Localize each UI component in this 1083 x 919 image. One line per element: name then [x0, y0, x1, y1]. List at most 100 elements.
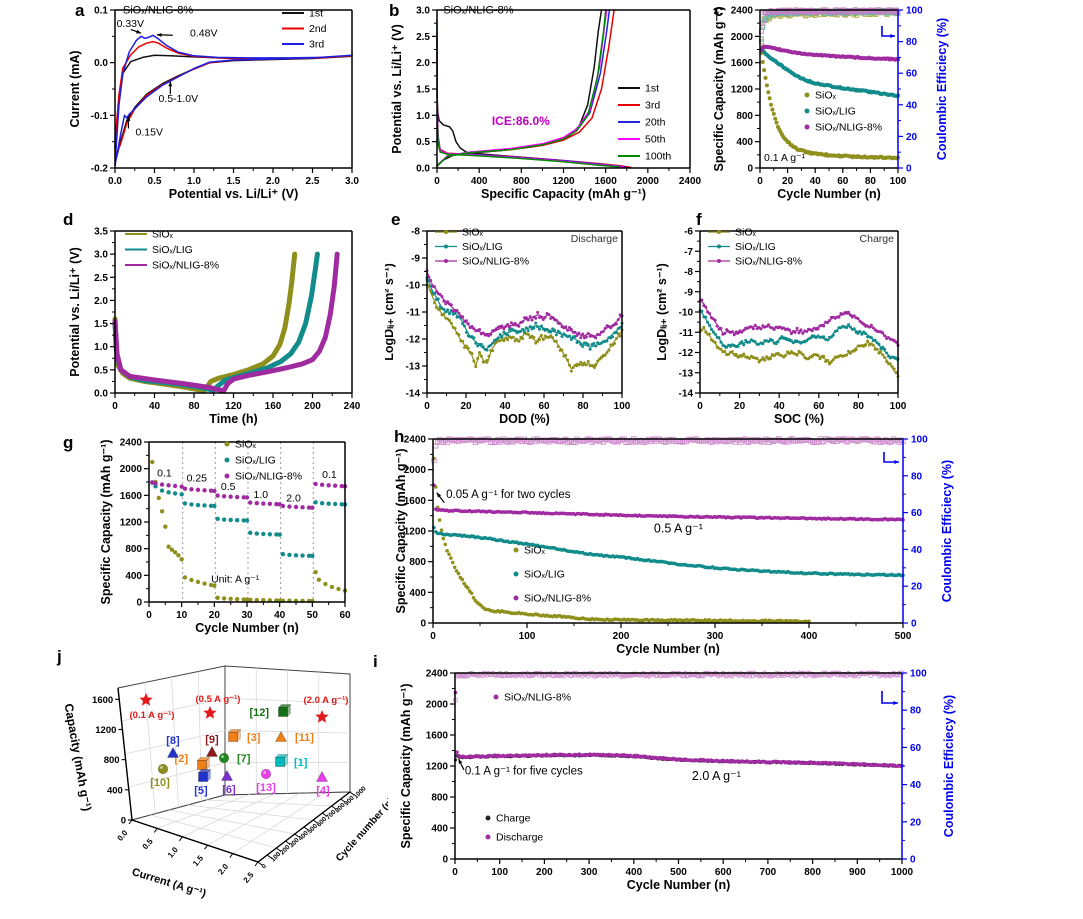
svg-text:Discharge: Discharge	[496, 832, 543, 844]
svg-text:1st: 1st	[645, 83, 659, 95]
svg-text:-14: -14	[406, 389, 421, 400]
cycling-1000-chart: 0 100 200 300 400 500 600 700 800 900 100004008001…	[399, 669, 956, 893]
svg-text:Time (h): Time (h)	[209, 412, 257, 426]
svg-text:400: 400	[471, 176, 488, 187]
svg-text:1.5: 1.5	[227, 176, 241, 187]
panel-letter-e: e	[391, 210, 401, 229]
svg-text:200: 200	[304, 401, 321, 412]
svg-text:2000: 2000	[426, 700, 449, 711]
svg-text:80: 80	[188, 401, 200, 412]
svg-text:-12: -12	[679, 348, 694, 359]
svg-text:0: 0	[146, 610, 152, 621]
svg-text:0.48V: 0.48V	[190, 27, 217, 39]
svg-text:40: 40	[499, 401, 511, 412]
svg-text:800: 800	[431, 793, 448, 804]
svg-text:SiOₓ/LIG: SiOₓ/LIG	[462, 241, 503, 253]
svg-text:-8: -8	[411, 227, 420, 238]
svg-text:3.0: 3.0	[94, 250, 108, 261]
svg-text:20th: 20th	[645, 117, 666, 129]
svg-text:2.0: 2.0	[286, 492, 301, 504]
svg-text:[7]: [7]	[237, 753, 251, 765]
svg-text:80: 80	[865, 176, 877, 187]
svg-text:SiOₓ/NLIG-8%: SiOₓ/NLIG-8%	[524, 593, 591, 605]
svg-text:0.0: 0.0	[94, 389, 108, 400]
svg-text:400: 400	[801, 631, 818, 642]
svg-text:SiOₓ: SiOₓ	[524, 545, 546, 557]
svg-text:80: 80	[906, 37, 918, 48]
svg-text:LogDₗᵢ₊ (cm² s⁻¹): LogDₗᵢ₊ (cm² s⁻¹)	[385, 263, 396, 361]
panel-a: 0.0 0.5 1.0 1.5 2.0 2.5 3.0 0.1 0.0 -0.1 -0.2 Poten…	[60, 0, 385, 213]
svg-text:(0.5 A g⁻¹): (0.5 A g⁻¹)	[196, 694, 241, 705]
svg-text:0.15V: 0.15V	[136, 126, 163, 138]
svg-text:2nd: 2nd	[309, 23, 327, 35]
svg-text:1.0: 1.0	[94, 342, 108, 353]
svg-text:-11: -11	[679, 328, 693, 339]
svg-text:-9: -9	[411, 254, 420, 265]
svg-text:80: 80	[853, 401, 865, 412]
svg-text:40: 40	[906, 100, 918, 111]
svg-text:900: 900	[849, 867, 866, 878]
svg-text:1600: 1600	[426, 731, 449, 742]
svg-text:0.5: 0.5	[416, 137, 430, 148]
svg-text:Coulombic Efficiecy (%): Coulombic Efficiecy (%)	[942, 695, 956, 837]
svg-text:-7: -7	[684, 247, 693, 258]
panel-letter-f: f	[696, 210, 702, 229]
panel-g: 0 10 20 30 40 50 60 0 400 800 1200 1600 2000 2400 Cycl…	[60, 428, 390, 655]
svg-text:-0.2: -0.2	[91, 164, 109, 175]
svg-text:Cycle Number (n): Cycle Number (n)	[195, 621, 299, 635]
svg-text:-10: -10	[679, 308, 694, 319]
svg-text:0.1: 0.1	[157, 468, 172, 480]
svg-text:0.5: 0.5	[148, 176, 162, 187]
svg-text:DOD (%): DOD (%)	[499, 412, 550, 426]
svg-text:[8]: [8]	[166, 735, 180, 747]
svg-text:2400: 2400	[426, 669, 449, 680]
svg-text:Potential vs. Li/Li⁺ (V): Potential vs. Li/Li⁺ (V)	[169, 187, 299, 201]
svg-text:Capacity (mAh g⁻¹): Capacity (mAh g⁻¹)	[62, 702, 95, 812]
svg-text:100: 100	[890, 401, 907, 412]
svg-text:LogDₗᵢ₊ (cm² s⁻¹): LogDₗᵢ₊ (cm² s⁻¹)	[655, 263, 669, 361]
svg-text:600: 600	[715, 867, 732, 878]
svg-text:500: 500	[670, 867, 687, 878]
svg-text:40: 40	[910, 780, 922, 791]
panel-c: 0 20 40 60 80 100 0 400 800 1200 1600 2000 2400 0 20 40…	[710, 0, 1083, 213]
svg-text:60: 60	[906, 69, 918, 80]
svg-text:1600: 1600	[731, 58, 754, 69]
svg-text:80: 80	[911, 471, 923, 482]
svg-text:SiOₓ/NLIG-8%: SiOₓ/NLIG-8%	[815, 122, 882, 134]
svg-text:Coulombic Efficiecy (%): Coulombic Efficiecy (%)	[940, 460, 954, 602]
svg-text:SiOₓ/NLIG-8%: SiOₓ/NLIG-8%	[462, 256, 529, 268]
svg-text:0: 0	[747, 164, 753, 175]
svg-text:20: 20	[911, 582, 923, 593]
svg-text:0: 0	[452, 867, 458, 878]
svg-text:0.5-1.0V: 0.5-1.0V	[158, 93, 198, 105]
svg-text:1st: 1st	[309, 8, 323, 20]
svg-text:60: 60	[910, 743, 922, 754]
svg-text:40: 40	[149, 401, 161, 412]
svg-text:800: 800	[736, 111, 753, 122]
svg-text:[9]: [9]	[205, 734, 219, 746]
svg-text:-0.1: -0.1	[91, 111, 109, 122]
svg-text:2400: 2400	[731, 6, 754, 17]
panel-e: 0 20 40 60 80 100 -8 -9 -10 -11 -12 -13 -14 DOD (%) Lo…	[385, 215, 655, 427]
svg-text:2.0 A g⁻¹: 2.0 A g⁻¹	[692, 769, 741, 783]
svg-text:[1]: [1]	[294, 757, 308, 769]
svg-text:-13: -13	[679, 368, 694, 379]
svg-text:0.0: 0.0	[115, 828, 129, 843]
svg-text:1200: 1200	[120, 518, 143, 529]
svg-text:2.5: 2.5	[241, 870, 255, 885]
svg-text:20: 20	[460, 401, 472, 412]
svg-text:0.5: 0.5	[94, 365, 108, 376]
svg-text:0.33V: 0.33V	[117, 18, 144, 30]
svg-text:800: 800	[125, 544, 142, 555]
svg-text:100: 100	[911, 435, 928, 446]
svg-text:-10: -10	[406, 281, 421, 292]
panel-letter-c: c	[714, 1, 724, 20]
panel-letter-i: i	[373, 652, 378, 671]
svg-text:SiOₓ/LIG: SiOₓ/LIG	[152, 244, 193, 256]
svg-text:(0.1 A g⁻¹): (0.1 A g⁻¹)	[130, 710, 175, 721]
svg-text:-6: -6	[684, 227, 693, 238]
svg-text:1200: 1200	[95, 725, 116, 736]
svg-text:Cycle Number (n): Cycle Number (n)	[777, 187, 881, 201]
